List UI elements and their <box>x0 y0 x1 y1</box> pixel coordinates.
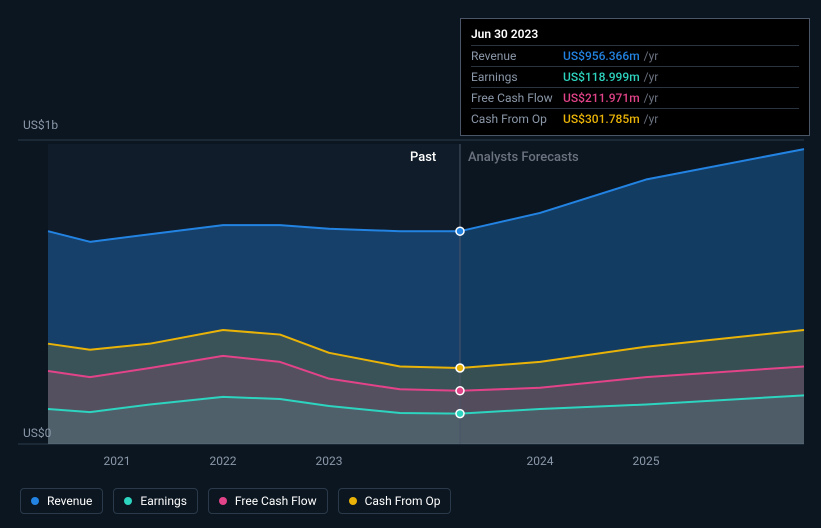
tooltip-metric-value: US$211.971m <box>563 91 640 105</box>
past-section-label: Past <box>410 150 436 165</box>
tooltip-unit: /yr <box>644 49 659 63</box>
legend-label: Cash From Op <box>365 494 441 508</box>
legend-item-cash_from_op[interactable]: Cash From Op <box>338 488 452 514</box>
x-axis-tick: 2025 <box>633 454 660 468</box>
legend-item-earnings[interactable]: Earnings <box>113 488 198 514</box>
tooltip-metric-value: US$118.999m <box>563 70 640 84</box>
tooltip-unit: /yr <box>644 70 659 84</box>
legend-label: Free Cash Flow <box>235 494 317 508</box>
tooltip-row: Cash From OpUS$301.785m/yr <box>471 108 799 129</box>
tooltip-metric-value: US$301.785m <box>563 112 640 126</box>
legend-item-revenue[interactable]: Revenue <box>20 488 103 514</box>
tooltip-metric-label: Revenue <box>471 49 563 63</box>
tooltip-unit: /yr <box>644 112 659 126</box>
tooltip-metric-label: Earnings <box>471 70 563 84</box>
tooltip-metric-label: Cash From Op <box>471 112 563 126</box>
tooltip-metric-value: US$956.366m <box>563 49 640 63</box>
y-axis-bottom-label: US$0 <box>23 426 51 440</box>
forecast-section-label: Analysts Forecasts <box>468 150 579 165</box>
legend-dot-icon <box>349 497 357 505</box>
legend-dot-icon <box>31 497 39 505</box>
tooltip-row: RevenueUS$956.366m/yr <box>471 45 799 66</box>
forecast-chart: US$1b US$0 Past Analysts Forecasts 2021 2… <box>0 0 821 524</box>
x-axis-tick: 2021 <box>104 454 131 468</box>
legend-item-free_cash_flow[interactable]: Free Cash Flow <box>208 488 328 514</box>
legend-dot-icon <box>124 497 132 505</box>
legend-dot-icon <box>219 497 227 505</box>
x-axis-tick: 2024 <box>527 454 554 468</box>
x-axis-tick: 2023 <box>316 454 343 468</box>
tooltip-date: Jun 30 2023 <box>471 25 799 45</box>
y-axis-top-label: US$1b <box>23 118 58 132</box>
tooltip-row: EarningsUS$118.999m/yr <box>471 66 799 87</box>
legend-label: Revenue <box>47 494 92 508</box>
tooltip-unit: /yr <box>644 91 659 105</box>
legend-label: Earnings <box>140 494 187 508</box>
tooltip-row: Free Cash FlowUS$211.971m/yr <box>471 87 799 108</box>
chart-legend: Revenue Earnings Free Cash Flow Cash From O… <box>20 488 451 514</box>
chart-tooltip: Jun 30 2023 RevenueUS$956.366m/yrEarning… <box>460 18 810 136</box>
x-axis-tick: 2022 <box>210 454 237 468</box>
tooltip-metric-label: Free Cash Flow <box>471 91 563 105</box>
